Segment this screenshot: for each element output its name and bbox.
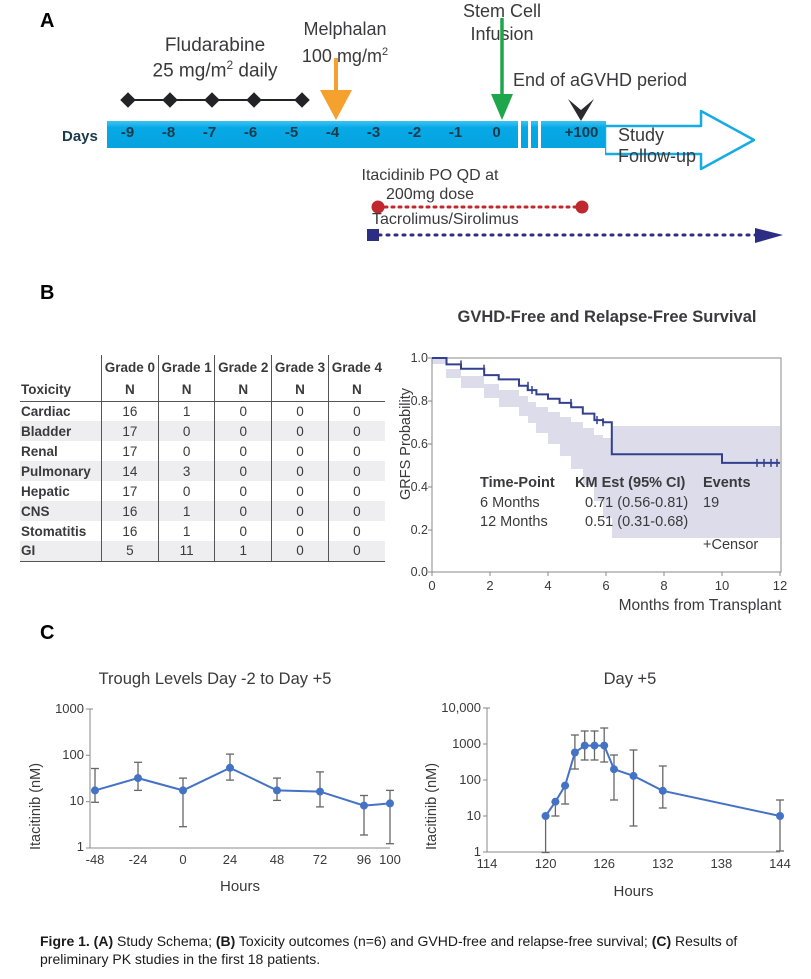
svg-text:120: 120: [535, 856, 557, 871]
svg-text:12: 12: [773, 578, 787, 593]
svg-text:100: 100: [379, 852, 401, 867]
svg-text:1000: 1000: [55, 701, 84, 716]
svg-text:6: 6: [602, 578, 609, 593]
svg-text:0: 0: [428, 578, 435, 593]
svg-text:138: 138: [711, 856, 733, 871]
svg-text:10: 10: [70, 793, 84, 808]
svg-text:10: 10: [715, 578, 729, 593]
svg-text:1: 1: [77, 839, 84, 854]
svg-text:48: 48: [270, 852, 284, 867]
svg-text:2: 2: [486, 578, 493, 593]
svg-text:1000: 1000: [452, 736, 481, 751]
svg-text:-24: -24: [129, 852, 148, 867]
svg-text:0: 0: [179, 852, 186, 867]
svg-text:0.0: 0.0: [411, 565, 428, 579]
svg-text:-48: -48: [86, 852, 105, 867]
svg-text:4: 4: [544, 578, 551, 593]
svg-text:10: 10: [467, 808, 481, 823]
svg-text:132: 132: [652, 856, 674, 871]
svg-text:8: 8: [660, 578, 667, 593]
svg-text:0.2: 0.2: [411, 523, 428, 537]
svg-text:144: 144: [769, 856, 791, 871]
svg-text:1.0: 1.0: [411, 351, 428, 365]
svg-text:96: 96: [357, 852, 371, 867]
svg-text:10,000: 10,000: [441, 700, 481, 715]
svg-text:100: 100: [459, 772, 481, 787]
svg-text:126: 126: [593, 856, 615, 871]
svg-text:24: 24: [223, 852, 237, 867]
svg-text:72: 72: [313, 852, 327, 867]
svg-text:100: 100: [62, 747, 84, 762]
svg-text:114: 114: [477, 856, 498, 871]
